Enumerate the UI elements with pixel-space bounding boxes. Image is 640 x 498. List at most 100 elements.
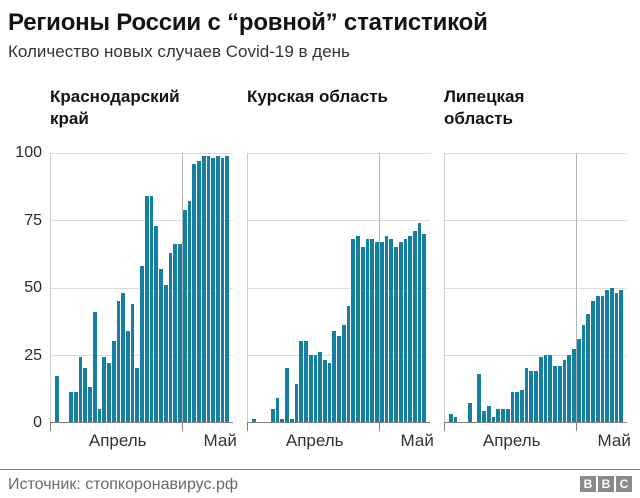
bars-container — [55, 153, 230, 422]
bar — [201, 155, 206, 422]
bar — [88, 387, 92, 422]
gridline-50 — [444, 287, 627, 289]
bar — [252, 419, 256, 422]
chart-title-line: край — [50, 109, 89, 128]
bar — [394, 247, 398, 422]
bar — [178, 244, 182, 422]
y-tick-label: 25 — [24, 346, 42, 364]
charts-row: 100 75 50 25 0 Краснодарский край Апрель… — [0, 86, 640, 453]
gridline-75 — [444, 220, 627, 222]
y-tick-label: 75 — [24, 211, 42, 229]
bar — [543, 354, 548, 422]
x-tick-label-may: Май — [203, 431, 237, 450]
bar — [144, 196, 149, 422]
bar — [501, 408, 505, 422]
plot-area — [444, 153, 627, 423]
chart-title-line: Курская область — [247, 87, 388, 106]
bar — [97, 408, 102, 422]
bar — [111, 341, 116, 422]
bar — [154, 225, 159, 422]
may-gridline — [378, 153, 380, 422]
chart-lipetsk: Липецкая область Апрель Май — [444, 86, 631, 453]
bar — [107, 362, 111, 422]
bar — [83, 368, 88, 422]
chart-title: Краснодарский край — [50, 86, 233, 153]
bar — [553, 365, 557, 422]
bar — [467, 403, 472, 422]
bar — [515, 392, 520, 422]
bars-container — [252, 153, 427, 422]
bar — [220, 158, 225, 422]
bar — [173, 244, 178, 422]
bar — [211, 158, 215, 422]
bar — [192, 163, 197, 422]
bbc-logo-letter: B — [598, 476, 614, 492]
bars-container — [449, 153, 624, 422]
bar — [55, 376, 59, 422]
bar — [538, 357, 543, 422]
bar — [370, 239, 375, 422]
gridline-100 — [50, 153, 233, 154]
gridline-100 — [444, 153, 627, 154]
bar — [327, 362, 332, 422]
x-tick — [378, 423, 380, 431]
bar — [600, 295, 605, 422]
bar — [285, 368, 289, 422]
chart-krasnodar: Краснодарский край Апрель Май — [50, 86, 237, 453]
x-axis: Апрель Май — [50, 423, 237, 453]
bar — [341, 325, 346, 422]
x-tick — [575, 423, 577, 431]
bar — [275, 397, 280, 422]
x-tick — [50, 423, 51, 431]
bar — [182, 209, 187, 422]
bar — [337, 335, 341, 422]
bar — [294, 384, 299, 422]
bar — [562, 360, 567, 422]
bar — [225, 155, 230, 422]
may-gridline — [181, 153, 183, 422]
bar — [379, 241, 384, 422]
bar — [270, 408, 275, 422]
gridline-50 — [247, 287, 430, 289]
bar — [116, 300, 121, 422]
bar — [384, 236, 389, 422]
x-tick-label-april: Апрель — [285, 431, 344, 450]
bar — [73, 392, 78, 422]
chart-title-line: область — [444, 109, 513, 128]
bar — [187, 201, 192, 422]
bar — [365, 239, 370, 422]
x-tick-label-april: Апрель — [88, 431, 147, 450]
bar — [163, 284, 168, 422]
bar — [567, 354, 572, 422]
bar — [449, 413, 453, 422]
bar — [510, 392, 515, 422]
bar — [215, 155, 220, 422]
bar — [482, 411, 486, 422]
bar — [412, 231, 417, 422]
bar — [529, 370, 534, 422]
bar — [453, 416, 458, 422]
source-credit: Источник: стопкоронавирус.рф — [8, 476, 238, 493]
bar — [318, 352, 323, 422]
bar — [609, 287, 614, 422]
bar — [595, 295, 600, 422]
y-axis-line — [247, 153, 248, 422]
bar — [557, 365, 562, 422]
page-title: Регионы России с “ровной” статистикой — [8, 9, 488, 36]
bar — [280, 419, 285, 422]
bar — [491, 416, 496, 422]
page-subtitle: Количество новых случаев Covid-19 в день — [8, 42, 350, 61]
bar — [505, 408, 510, 422]
bar — [130, 303, 135, 422]
x-tick-label-april: Апрель — [482, 431, 541, 450]
bar — [126, 330, 130, 422]
bar — [313, 354, 318, 422]
bar — [614, 292, 619, 422]
bbc-logo-letter: C — [616, 476, 632, 492]
bar — [121, 292, 126, 422]
y-tick-label: 0 — [33, 414, 42, 431]
x-axis: Апрель Май — [444, 423, 631, 453]
bar — [351, 239, 356, 422]
bar — [102, 357, 107, 422]
bar — [572, 349, 576, 422]
